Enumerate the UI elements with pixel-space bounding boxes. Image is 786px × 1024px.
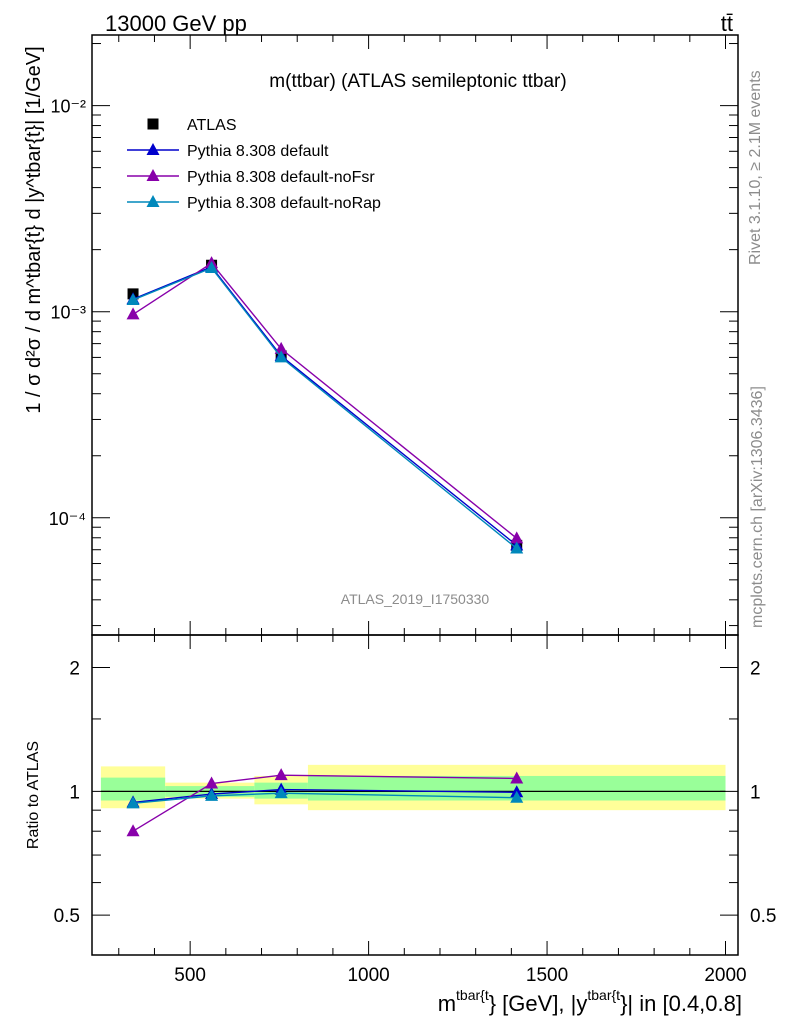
series-2 <box>126 256 524 837</box>
x-tick-label: 1000 <box>347 965 389 986</box>
ratio-point <box>126 796 140 809</box>
legend-label: Pythia 8.308 default <box>187 143 329 160</box>
rivet-version-label: Rivet 3.1.10, ≥ 2.1M events <box>747 70 764 265</box>
data-point <box>510 531 524 544</box>
legend-entry: ATLAS <box>147 117 237 134</box>
ratio-point <box>274 768 288 781</box>
ratio-band-inner <box>100 777 166 801</box>
ratio-plot-frame <box>91 634 739 956</box>
x-tick-label: 500 <box>174 965 206 986</box>
legend-entry: Pythia 8.308 default <box>127 143 329 160</box>
legend-entry: Pythia 8.308 default-noRap <box>127 195 381 212</box>
legend-label: Pythia 8.308 default-noFsr <box>187 169 375 186</box>
uncertainty-bands <box>100 764 726 811</box>
ratio-line <box>132 788 517 804</box>
ratio-point <box>510 790 524 803</box>
legend-label: Pythia 8.308 default-noRap <box>187 195 381 212</box>
ratio-axis-label: Ratio to ATLAS <box>25 741 42 849</box>
legend-marker-triangle <box>146 169 160 181</box>
y-tick-label: 10⁻⁴ <box>49 509 86 529</box>
legend-marker-triangle <box>146 195 160 207</box>
legend: ATLAS Pythia 8.308 default Pythia 8.308 de… <box>127 117 381 212</box>
data-point <box>274 350 288 363</box>
ratio-line <box>132 792 517 805</box>
series-1 <box>126 259 524 808</box>
legend-label: ATLAS <box>187 117 237 134</box>
ratio-tick-label-right: 2 <box>750 659 761 680</box>
mcplots-label: mcplots.cern.ch [arXiv:1306.3436] <box>749 386 766 628</box>
data-series <box>126 256 524 837</box>
data-point <box>510 541 524 554</box>
ratio-tick-label-right: 1 <box>750 782 761 803</box>
energy-label: 13000 GeV pp <box>105 11 247 36</box>
ratio-point <box>205 776 219 789</box>
series-0 <box>127 259 523 551</box>
legend-marker-square <box>147 118 159 130</box>
chart-title: m(ttbar) (ATLAS semileptonic ttbar) <box>269 71 566 92</box>
ratio-tick-label-right: 0.5 <box>750 906 776 927</box>
data-point <box>126 292 140 305</box>
ratio-point <box>205 788 219 801</box>
ratio-line <box>132 774 517 832</box>
y-axis-label: 1 / σ d²σ / d m^tbar{t} d |y^tbar{t}| [1… <box>23 46 45 413</box>
ratio-tick-label: 1 <box>69 782 80 803</box>
axis-ticks <box>92 35 738 955</box>
y-tick-label: 10⁻³ <box>50 303 86 323</box>
data-point <box>126 307 140 320</box>
ratio-point <box>126 824 140 837</box>
series-line <box>132 267 518 549</box>
data-point <box>205 260 219 273</box>
legend-entry: Pythia 8.308 default-noFsr <box>127 169 375 186</box>
x-tick-label: 2000 <box>704 965 746 986</box>
x-axis-label: mtbar{t} [GeV], |ytbar{t}| in [0.4,0.8] <box>438 987 742 1016</box>
series-3 <box>126 260 524 809</box>
legend-marker-triangle <box>146 143 160 155</box>
data-point <box>274 341 288 354</box>
axis-labels: 500 1000 1500 2000 10⁻² 10⁻³ 10⁻⁴ 2 2 1 1 0.5 0.5 <box>49 97 777 986</box>
ratio-point <box>274 786 288 799</box>
series-line <box>132 266 518 546</box>
analysis-watermark: ATLAS_2019_I1750330 <box>341 591 490 607</box>
y-tick-label: 10⁻² <box>50 97 86 117</box>
x-tick-label: 1500 <box>526 965 568 986</box>
ratio-point <box>510 771 524 784</box>
ratio-tick-label: 0.5 <box>54 906 80 927</box>
process-label: tt̄ <box>721 11 733 36</box>
ratio-tick-label: 2 <box>69 659 80 680</box>
series-line <box>132 262 518 539</box>
